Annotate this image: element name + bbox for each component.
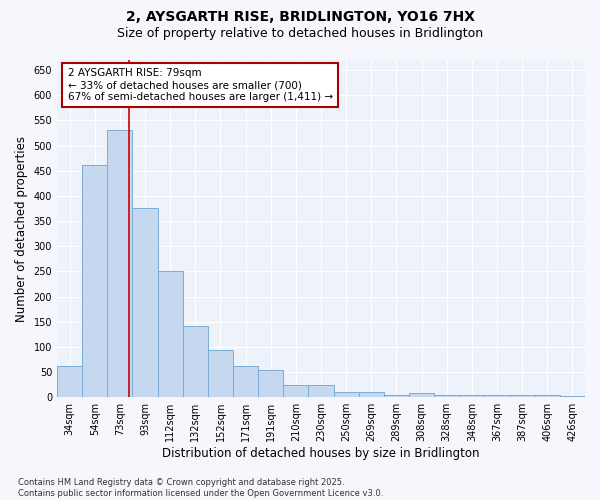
Bar — [233, 366, 258, 397]
Bar — [158, 272, 183, 397]
Y-axis label: Number of detached properties: Number of detached properties — [15, 136, 28, 322]
Bar — [183, 326, 208, 397]
Bar — [560, 396, 585, 397]
Bar — [535, 395, 560, 397]
Bar — [133, 208, 158, 397]
Bar — [107, 130, 133, 397]
Bar — [57, 366, 82, 397]
Bar — [434, 395, 459, 397]
Bar — [484, 395, 509, 397]
Bar — [283, 384, 308, 397]
Bar — [384, 394, 409, 397]
X-axis label: Distribution of detached houses by size in Bridlington: Distribution of detached houses by size … — [162, 447, 480, 460]
Bar — [359, 392, 384, 397]
Bar — [258, 370, 283, 397]
Bar — [82, 164, 107, 397]
Text: Contains HM Land Registry data © Crown copyright and database right 2025.
Contai: Contains HM Land Registry data © Crown c… — [18, 478, 383, 498]
Text: 2, AYSGARTH RISE, BRIDLINGTON, YO16 7HX: 2, AYSGARTH RISE, BRIDLINGTON, YO16 7HX — [125, 10, 475, 24]
Bar — [409, 393, 434, 397]
Bar — [308, 384, 334, 397]
Text: Size of property relative to detached houses in Bridlington: Size of property relative to detached ho… — [117, 28, 483, 40]
Bar — [509, 394, 535, 397]
Bar — [459, 395, 484, 397]
Bar — [208, 350, 233, 397]
Bar — [334, 392, 359, 397]
Text: 2 AYSGARTH RISE: 79sqm
← 33% of detached houses are smaller (700)
67% of semi-de: 2 AYSGARTH RISE: 79sqm ← 33% of detached… — [68, 68, 333, 102]
